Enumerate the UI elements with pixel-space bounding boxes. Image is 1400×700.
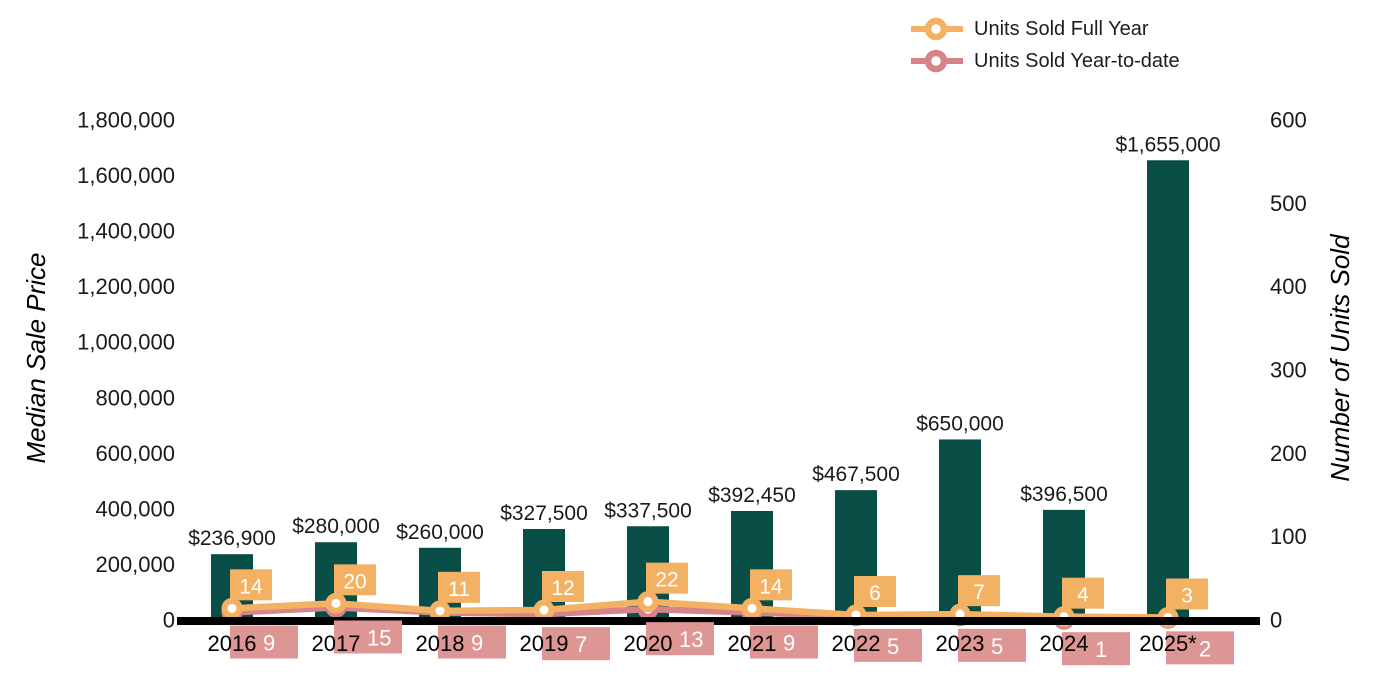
- ytd-data-label-2020: 13: [679, 627, 703, 652]
- left-axis-tick-800000: 800,000: [95, 385, 175, 410]
- legend: Units Sold Full Year Units Sold Year-to-…: [908, 14, 1180, 76]
- left-axis-tick-400000: 400,000: [95, 496, 175, 521]
- ytd-data-label-2024: 1: [1095, 637, 1107, 662]
- full-year-data-label-2021: 14: [759, 575, 783, 598]
- bar-value-label-2017: $280,000: [292, 515, 380, 538]
- full-year-data-label-box-2021: [750, 569, 792, 601]
- ytd-data-label-2017: 15: [367, 626, 391, 651]
- left-axis-tick-1800000: 1,800,000: [77, 108, 175, 133]
- full-year-data-label-box-2018: [438, 571, 480, 603]
- ytd-data-label-box-2022: [854, 628, 922, 662]
- ytd-data-label-box-2020: [646, 622, 714, 656]
- left-axis-tick-1600000: 1,600,000: [77, 163, 175, 188]
- x-axis-label-2025*: 2025*: [1139, 631, 1197, 656]
- full-year-data-label-2017: 20: [343, 570, 366, 593]
- full-year-marker-2021[interactable]: [741, 597, 763, 619]
- right-axis-tick-100: 100: [1270, 524, 1307, 549]
- full-year-line[interactable]: [231, 598, 1169, 621]
- bar-value-label-2025*: $1,655,000: [1115, 133, 1220, 156]
- right-axis-title: Number of Units Sold: [1325, 233, 1355, 482]
- bar-value-label-2022: $467,500: [812, 463, 900, 486]
- ytd-data-label-box-2019: [542, 627, 610, 661]
- x-axis-label-2024: 2024: [1040, 631, 1089, 656]
- right-axis-tick-300: 300: [1270, 358, 1307, 383]
- ytd-data-label-2022: 5: [887, 634, 899, 659]
- full-year-data-label-2022: 6: [869, 582, 881, 605]
- full-year-data-label-2019: 12: [551, 577, 574, 600]
- full-year-marker-2016[interactable]: [221, 597, 243, 619]
- left-axis-tick-200000: 200,000: [95, 552, 175, 577]
- x-axis-label-2019: 2019: [520, 631, 569, 656]
- legend-label-full-year: Units Sold Full Year: [974, 17, 1149, 40]
- legend-label-ytd: Units Sold Year-to-date: [974, 49, 1180, 72]
- x-axis-label-2020: 2020: [624, 631, 673, 656]
- bar-2025*[interactable]: [1147, 160, 1189, 620]
- right-axis-tick-400: 400: [1270, 274, 1307, 299]
- bar-value-label-2023: $650,000: [916, 412, 1004, 435]
- ytd-data-label-2021: 9: [783, 631, 795, 656]
- x-axis-label-2023: 2023: [936, 631, 985, 656]
- full-year-marker-2019[interactable]: [533, 599, 555, 621]
- x-axis-label-2018: 2018: [416, 631, 465, 656]
- full-year-data-label-2023: 7: [973, 581, 985, 604]
- full-year-data-label-box-2025*: [1166, 578, 1208, 610]
- right-axis-tick-500: 500: [1270, 191, 1307, 216]
- x-axis-label-2016: 2016: [208, 631, 257, 656]
- left-axis-tick-1000000: 1,000,000: [77, 330, 175, 355]
- full-year-marker-2018[interactable]: [429, 600, 451, 622]
- full-year-data-label-box-2023: [958, 575, 1000, 607]
- ytd-data-label-2025*: 2: [1199, 636, 1211, 661]
- full-year-data-label-2018: 11: [448, 578, 470, 601]
- x-axis-label-2021: 2021: [728, 631, 777, 656]
- ytd-data-label-box-2018: [438, 625, 506, 659]
- full-year-marker-2017[interactable]: [325, 592, 347, 614]
- full-year-marker-2020[interactable]: [637, 591, 659, 613]
- left-axis-tick-1200000: 1,200,000: [77, 274, 175, 299]
- full-year-data-label-2025*: 3: [1181, 585, 1193, 608]
- left-axis-tick-0: 0: [163, 608, 175, 633]
- left-axis-tick-600000: 600,000: [95, 441, 175, 466]
- ytd-data-label-box-2024: [1062, 632, 1130, 666]
- bar-value-label-2021: $392,450: [708, 484, 796, 507]
- full-year-data-label-box-2016: [230, 569, 272, 601]
- right-axis-tick-600: 600: [1270, 108, 1307, 133]
- legend-item-units-sold-ytd[interactable]: Units Sold Year-to-date: [908, 46, 1180, 76]
- right-axis-tick-0: 0: [1270, 608, 1282, 633]
- full-year-data-label-box-2024: [1062, 577, 1104, 609]
- ytd-data-label-box-2021: [750, 625, 818, 659]
- bar-value-label-2019: $327,500: [500, 502, 588, 525]
- ytd-data-label-2018: 9: [471, 631, 483, 656]
- full-year-data-label-box-2022: [854, 576, 896, 607]
- ytd-line-marker-icon: [911, 49, 963, 73]
- ytd-data-label-2019: 7: [575, 632, 587, 657]
- ytd-data-label-box-2025*: [1166, 631, 1234, 665]
- ytd-data-label-box-2023: [958, 628, 1026, 662]
- legend-item-units-sold-full-year[interactable]: Units Sold Full Year: [908, 14, 1180, 44]
- ytd-data-label-2023: 5: [991, 634, 1003, 659]
- ytd-data-label-box-2016: [230, 625, 298, 659]
- left-axis-title: Median Sale Price: [21, 253, 51, 464]
- bar-value-label-2020: $337,500: [604, 499, 692, 522]
- full-year-data-label-box-2019: [542, 571, 584, 602]
- bar-value-label-2018: $260,000: [396, 521, 484, 544]
- full-year-data-label-box-2020: [646, 562, 688, 594]
- x-axis-label-2017: 2017: [312, 631, 361, 656]
- left-axis-tick-1400000: 1,400,000: [77, 219, 175, 244]
- ytd-data-label-box-2017: [334, 620, 402, 654]
- full-year-data-label-2024: 4: [1077, 584, 1089, 607]
- bar-value-label-2016: $236,900: [188, 527, 276, 550]
- ytd-data-label-2016: 9: [263, 631, 275, 656]
- full-year-data-label-2016: 14: [239, 575, 263, 598]
- full-year-data-label-2020: 22: [655, 569, 678, 592]
- right-axis-tick-200: 200: [1270, 441, 1307, 466]
- x-axis-label-2022: 2022: [832, 631, 881, 656]
- full-year-data-label-box-2017: [334, 564, 376, 596]
- bar-value-label-2024: $396,500: [1020, 483, 1108, 506]
- full-year-line-marker-icon: [911, 17, 963, 41]
